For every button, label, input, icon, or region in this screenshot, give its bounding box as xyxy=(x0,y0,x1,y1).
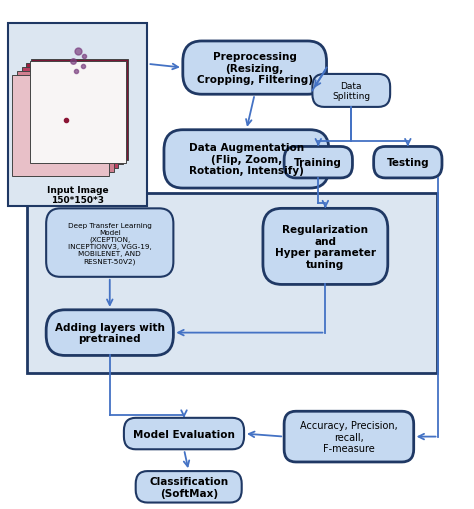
FancyBboxPatch shape xyxy=(374,147,442,179)
FancyBboxPatch shape xyxy=(284,411,414,462)
Text: Regularization
and
Hyper parameter
tuning: Regularization and Hyper parameter tunin… xyxy=(275,224,376,269)
FancyBboxPatch shape xyxy=(12,76,109,177)
Text: Accuracy, Precision,
recall,
F-measure: Accuracy, Precision, recall, F-measure xyxy=(300,420,398,454)
FancyBboxPatch shape xyxy=(284,147,353,179)
Text: Deep Transfer Learning
Model
(XCEPTION,
INCEPTIONV3, VGG-19,
MOBILENET, AND
RESN: Deep Transfer Learning Model (XCEPTION, … xyxy=(68,222,152,264)
FancyBboxPatch shape xyxy=(30,62,126,163)
FancyBboxPatch shape xyxy=(136,471,242,502)
FancyBboxPatch shape xyxy=(27,64,123,165)
Text: Data
Splitting: Data Splitting xyxy=(332,81,370,101)
Text: Input Image
150*150*3: Input Image 150*150*3 xyxy=(47,186,109,205)
FancyBboxPatch shape xyxy=(22,68,118,169)
Text: Training: Training xyxy=(294,158,342,168)
FancyBboxPatch shape xyxy=(31,60,128,161)
Text: Classification
(SoftMax): Classification (SoftMax) xyxy=(149,476,228,498)
FancyBboxPatch shape xyxy=(46,209,173,277)
Text: Adding layers with
pretrained: Adding layers with pretrained xyxy=(55,322,164,344)
Text: Data Augmentation
(Flip, Zoom,
Rotation, Intensify): Data Augmentation (Flip, Zoom, Rotation,… xyxy=(189,143,304,176)
FancyBboxPatch shape xyxy=(27,194,438,374)
Text: Model Evaluation: Model Evaluation xyxy=(133,429,235,439)
FancyBboxPatch shape xyxy=(46,310,173,356)
FancyBboxPatch shape xyxy=(312,75,390,108)
FancyBboxPatch shape xyxy=(124,418,244,449)
FancyBboxPatch shape xyxy=(263,209,388,285)
Text: Preprocessing
(Resizing,
Cropping, Filtering): Preprocessing (Resizing, Cropping, Filte… xyxy=(197,52,313,85)
Text: Testing: Testing xyxy=(386,158,429,168)
FancyBboxPatch shape xyxy=(183,42,327,95)
FancyBboxPatch shape xyxy=(17,72,114,173)
FancyBboxPatch shape xyxy=(9,24,147,207)
FancyBboxPatch shape xyxy=(164,130,329,189)
